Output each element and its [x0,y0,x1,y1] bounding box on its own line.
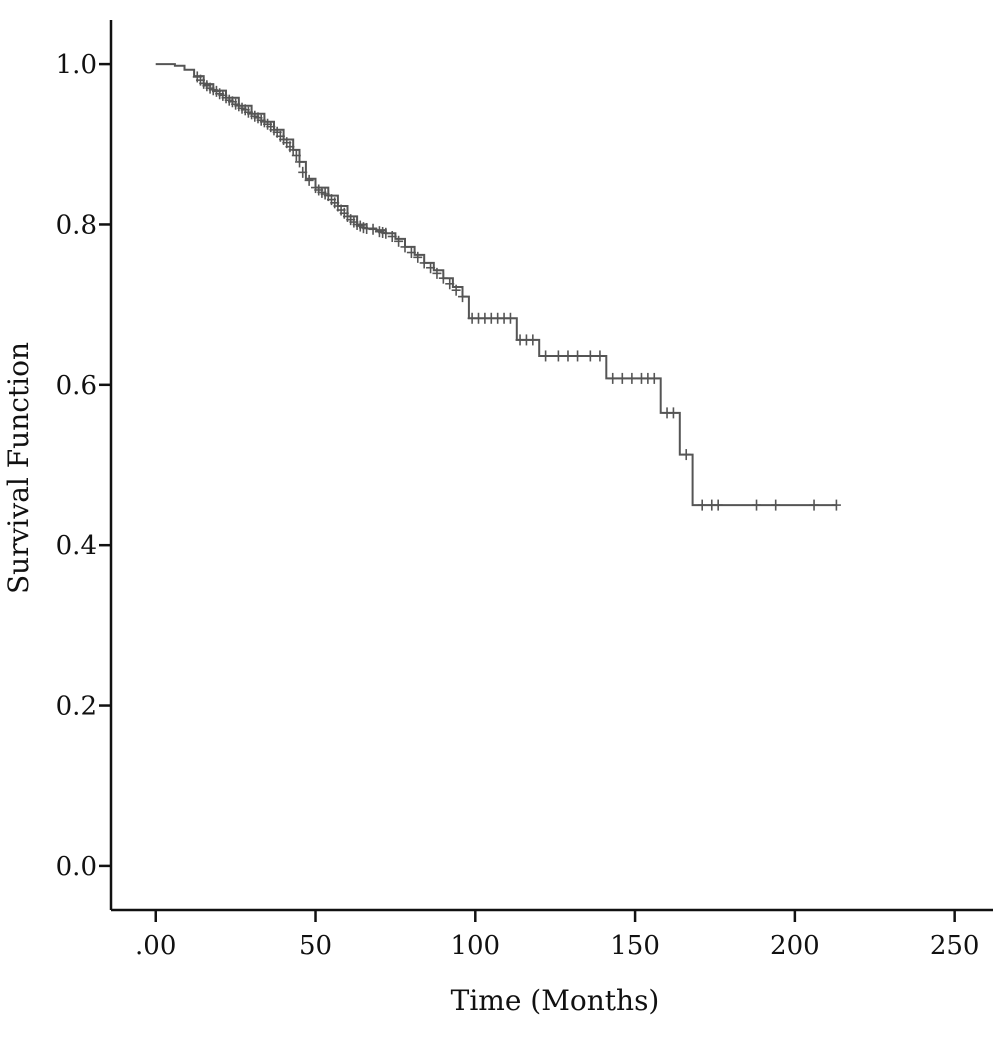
censor-mark [438,272,448,284]
censor-mark [295,156,305,168]
y-tick-label: 1.0 [56,50,97,80]
censor-mark [298,166,308,178]
survival-series [155,63,841,511]
censor-mark [387,230,397,242]
censor-mark [400,241,410,253]
censor-mark [381,227,391,239]
censor-mark [617,372,627,384]
censor-mark [553,350,563,362]
x-tick-label: 100 [450,931,500,961]
censor-mark [752,499,762,511]
y-axis-ticks: 0.0 0.2 0.4 0.6 0.8 1.0 [56,50,111,882]
censor-mark [445,278,455,290]
censor-mark [458,291,468,303]
censor-mark [419,257,429,269]
censor-mark [809,499,819,511]
y-tick-label: 0.6 [56,371,97,401]
x-tick-label: 250 [930,931,980,961]
censor-mark [627,372,637,384]
censor-mark [505,312,515,324]
censor-mark [394,235,404,247]
censor-mark [541,350,551,362]
censor-mark [668,407,678,419]
censor-mark [608,372,618,384]
censor-mark [291,150,301,162]
censor-mark [288,144,298,156]
censor-mark [681,449,691,461]
censor-mark [595,350,605,362]
censor-mark [831,499,841,511]
x-tick-label: .00 [135,931,176,961]
x-tick-label: 50 [299,931,332,961]
censor-mark [585,350,595,362]
censor-mark [528,334,538,346]
censor-mark [432,267,442,279]
x-tick-label: 200 [770,931,820,961]
censor-mark [362,222,372,234]
censor-mark [368,223,378,235]
censor-mark [649,372,659,384]
censor-mark [413,251,423,263]
censor-mark [713,499,723,511]
x-tick-label: 150 [610,931,660,961]
censor-mark [451,284,461,296]
axes [109,20,993,912]
censor-mark [406,247,416,259]
x-axis-label: Time (Months) [451,984,660,1017]
y-tick-label: 0.2 [56,692,97,722]
y-tick-label: 0.8 [56,210,97,240]
censor-mark [563,350,573,362]
survival-curve [155,63,837,507]
y-tick-label: 0.4 [56,531,97,561]
y-axis-label: Survival Function [2,342,35,594]
censor-mark [304,174,314,186]
censor-mark [426,262,436,274]
censor-mark [697,499,707,511]
censor-mark [573,350,583,362]
y-tick-label: 0.0 [56,852,97,882]
x-axis-ticks: .00 50 100 150 200 250 [135,910,979,961]
censor-mark [771,499,781,511]
